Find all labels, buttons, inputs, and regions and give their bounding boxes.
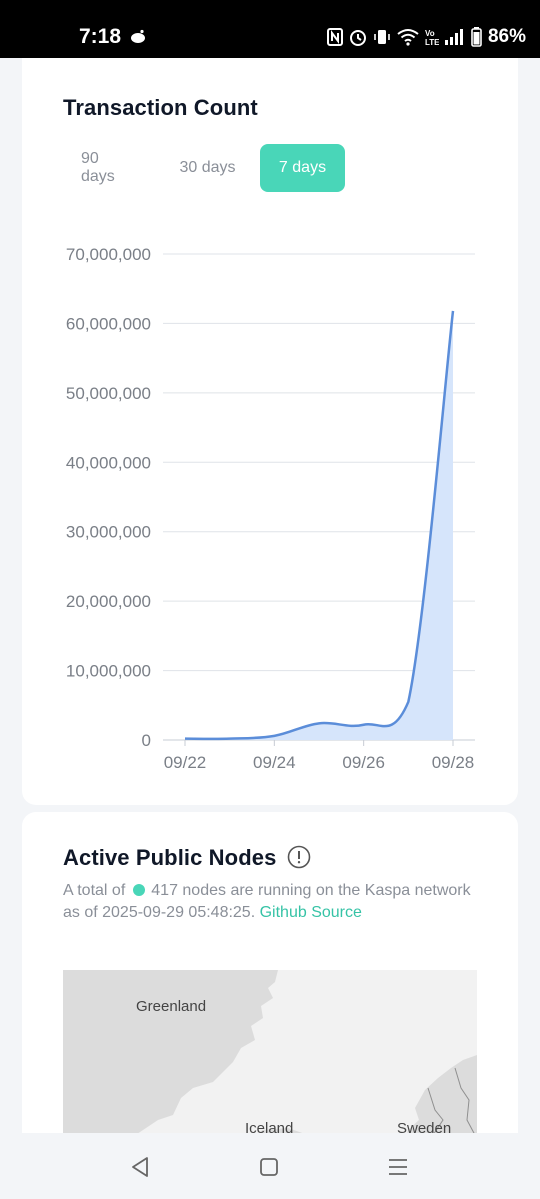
wifi-icon	[397, 29, 419, 46]
map-land-greenland	[63, 970, 278, 1142]
alarm-icon	[349, 30, 366, 46]
node-status-dot	[133, 884, 146, 896]
nodes-desc-prefix: A total of	[63, 882, 126, 899]
tab-30-days[interactable]: 30 days	[179, 159, 236, 176]
tab-90-days[interactable]: 90 days	[81, 150, 115, 185]
x-tick-label: 09/26	[342, 753, 385, 772]
status-icons: Vo LTE 86%	[326, 26, 526, 48]
recents-icon[interactable]	[384, 1153, 412, 1181]
transaction-count-chart: 0 10,000,000 20,000,000 30,000,000 40,000,00…	[66, 245, 475, 772]
map-label-iceland: Iceland	[245, 1120, 293, 1137]
svg-text:Vo: Vo	[425, 29, 435, 38]
tab-7-days[interactable]: 7 days	[260, 144, 345, 192]
svg-text:LTE: LTE	[425, 38, 439, 46]
x-tick-label: 09/28	[432, 753, 475, 772]
map-label-sweden: Sweden	[397, 1120, 451, 1137]
y-tick-label: 40,000,000	[66, 453, 151, 472]
series-area	[185, 310, 453, 740]
y-tick-label: 10,000,000	[66, 662, 151, 681]
active-nodes-card: Active Public Nodes A total of 417 nodes …	[22, 812, 518, 1142]
info-icon[interactable]	[287, 845, 311, 869]
active-nodes-title: Active Public Nodes	[63, 845, 277, 870]
back-icon[interactable]	[127, 1153, 155, 1181]
volte-icon: Vo LTE	[425, 29, 439, 46]
y-tick-label: 0	[142, 731, 151, 750]
x-tick-label: 09/22	[164, 753, 207, 772]
signal-icon	[444, 29, 463, 45]
navigation-bar	[0, 1133, 540, 1199]
battery-percentage: 86%	[487, 26, 526, 47]
reddit-notification-icon	[131, 29, 145, 43]
nodes-desc-main: 417 nodes are running on the Kaspa netwo…	[63, 882, 471, 921]
nodes-map[interactable]: Greenland Iceland Sweden	[63, 970, 477, 1142]
map-label-greenland: Greenland	[136, 998, 206, 1015]
x-tick-label: 09/24	[253, 753, 296, 772]
map-land-scandinavia	[405, 970, 477, 1142]
y-tick-label: 70,000,000	[66, 245, 151, 264]
vibrate-icon	[374, 30, 390, 44]
home-icon[interactable]	[255, 1153, 283, 1181]
y-tick-label: 60,000,000	[66, 314, 151, 333]
y-tick-label: 20,000,000	[66, 592, 151, 611]
nfc-icon	[326, 28, 343, 46]
y-tick-label: 30,000,000	[66, 523, 151, 542]
github-source-link[interactable]: Github Source	[259, 904, 362, 921]
nodes-description: A total of 417 nodes are running on the K…	[63, 880, 483, 924]
status-time: 7:18	[79, 25, 122, 48]
status-bar: 7:18 Vo LTE	[0, 0, 540, 58]
range-tabs: 90 days 30 days 7 days	[63, 144, 345, 192]
transaction-count-card: Transaction Count 90 days 30 days 7 days…	[22, 58, 518, 805]
transaction-count-title: Transaction Count	[63, 95, 258, 120]
series-line	[184, 310, 455, 741]
battery-icon	[471, 27, 482, 47]
y-tick-label: 50,000,000	[66, 384, 151, 403]
